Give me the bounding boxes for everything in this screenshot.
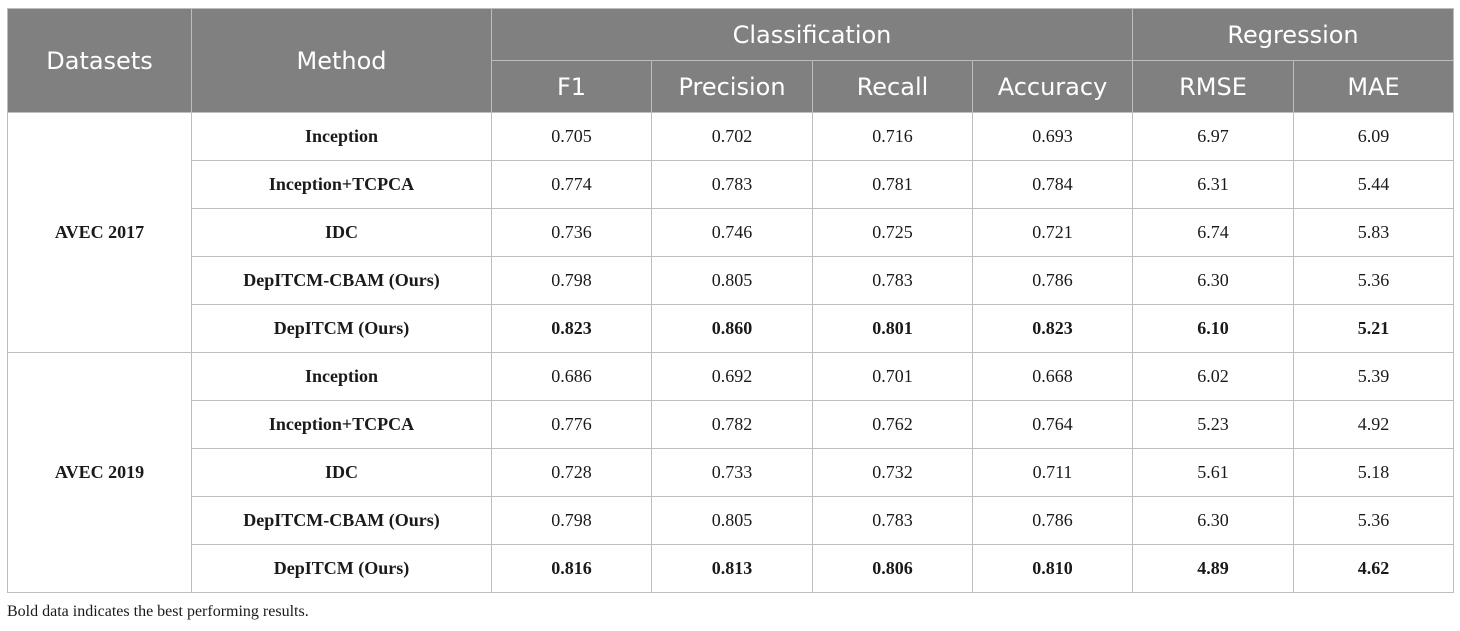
metric-header-precision: Precision: [651, 60, 813, 113]
rmse-cell: 6.31: [1132, 160, 1294, 209]
table-row: Inception+TCPCA 0.774 0.783 0.781 0.784 …: [8, 160, 1454, 209]
accuracy-cell: 0.823: [972, 304, 1133, 353]
f1-cell: 0.736: [491, 208, 652, 257]
rmse-cell: 5.61: [1132, 448, 1294, 497]
regression-header: Regression: [1132, 8, 1454, 61]
recall-cell: 0.716: [812, 112, 973, 161]
results-table: Datasets Method Classification Regressio…: [7, 8, 1454, 593]
mae-cell: 5.36: [1293, 256, 1454, 305]
table-row: IDC 0.728 0.733 0.732 0.711 5.61 5.18: [8, 448, 1454, 497]
f1-cell: 0.705: [491, 112, 652, 161]
accuracy-cell: 0.786: [972, 256, 1133, 305]
recall-cell: 0.806: [812, 544, 973, 593]
mae-cell: 6.09: [1293, 112, 1454, 161]
datasets-header: Datasets: [7, 8, 192, 113]
dataset-cell: AVEC 2019: [7, 352, 192, 593]
table-row: AVEC 2017 Inception 0.705 0.702 0.716 0.…: [7, 112, 1454, 353]
metric-header-accuracy: Accuracy: [972, 60, 1133, 113]
precision-cell: 0.692: [651, 352, 813, 401]
precision-cell: 0.783: [651, 160, 813, 209]
precision-cell: 0.805: [651, 496, 813, 545]
rmse-cell: 6.30: [1132, 256, 1294, 305]
rmse-cell: 4.89: [1132, 544, 1294, 593]
recall-cell: 0.701: [812, 352, 973, 401]
precision-cell: 0.805: [651, 256, 813, 305]
method-header: Method: [191, 8, 492, 113]
recall-cell: 0.762: [812, 400, 973, 449]
mae-cell: 5.39: [1293, 352, 1454, 401]
method-cell: DepITCM (Ours): [191, 304, 492, 353]
table-row-best: DepITCM (Ours) 0.823 0.860 0.801 0.823 6…: [8, 304, 1454, 353]
metric-header-recall: Recall: [812, 60, 973, 113]
recall-cell: 0.783: [812, 256, 973, 305]
table-row: AVEC 2019 Inception 0.686 0.692 0.701 0.…: [7, 352, 1454, 593]
mae-cell: 5.44: [1293, 160, 1454, 209]
metric-header-rmse: RMSE: [1132, 60, 1294, 113]
f1-cell: 0.776: [491, 400, 652, 449]
precision-cell: 0.782: [651, 400, 813, 449]
method-cell: DepITCM-CBAM (Ours): [191, 256, 492, 305]
recall-cell: 0.801: [812, 304, 973, 353]
table-row: Inception+TCPCA 0.776 0.782 0.762 0.764 …: [8, 400, 1454, 449]
recall-cell: 0.781: [812, 160, 973, 209]
precision-cell: 0.702: [651, 112, 813, 161]
accuracy-cell: 0.810: [972, 544, 1133, 593]
method-cell: DepITCM-CBAM (Ours): [191, 496, 492, 545]
f1-cell: 0.798: [491, 496, 652, 545]
recall-cell: 0.725: [812, 208, 973, 257]
f1-cell: 0.774: [491, 160, 652, 209]
metric-header-f1: F1: [491, 60, 652, 113]
f1-cell: 0.798: [491, 256, 652, 305]
method-cell: Inception+TCPCA: [191, 400, 492, 449]
mae-cell: 4.62: [1293, 544, 1454, 593]
accuracy-cell: 0.693: [972, 112, 1133, 161]
precision-cell: 0.746: [651, 208, 813, 257]
accuracy-cell: 0.668: [972, 352, 1133, 401]
recall-cell: 0.783: [812, 496, 973, 545]
mae-cell: 5.21: [1293, 304, 1454, 353]
rmse-cell: 6.30: [1132, 496, 1294, 545]
f1-cell: 0.823: [491, 304, 652, 353]
table-row: DepITCM-CBAM (Ours) 0.798 0.805 0.783 0.…: [8, 496, 1454, 545]
table-row-best: DepITCM (Ours) 0.816 0.813 0.806 0.810 4…: [8, 544, 1454, 593]
f1-cell: 0.686: [491, 352, 652, 401]
precision-cell: 0.733: [651, 448, 813, 497]
mae-cell: 4.92: [1293, 400, 1454, 449]
method-cell: IDC: [191, 208, 492, 257]
dataset-cell: AVEC 2017: [7, 112, 192, 353]
method-cell: IDC: [191, 448, 492, 497]
method-cell: Inception+TCPCA: [191, 160, 492, 209]
accuracy-cell: 0.764: [972, 400, 1133, 449]
method-cell: DepITCM (Ours): [191, 544, 492, 593]
rmse-cell: 6.97: [1132, 112, 1294, 161]
accuracy-cell: 0.721: [972, 208, 1133, 257]
mae-cell: 5.18: [1293, 448, 1454, 497]
accuracy-cell: 0.711: [972, 448, 1133, 497]
precision-cell: 0.860: [651, 304, 813, 353]
rmse-cell: 6.10: [1132, 304, 1294, 353]
table-row: IDC 0.736 0.746 0.725 0.721 6.74 5.83: [8, 208, 1454, 257]
rmse-cell: 6.74: [1132, 208, 1294, 257]
recall-cell: 0.732: [812, 448, 973, 497]
classification-header: Classification: [491, 8, 1133, 61]
f1-cell: 0.728: [491, 448, 652, 497]
f1-cell: 0.816: [491, 544, 652, 593]
metric-header-mae: MAE: [1293, 60, 1454, 113]
rmse-cell: 5.23: [1132, 400, 1294, 449]
rmse-cell: 6.02: [1132, 352, 1294, 401]
precision-cell: 0.813: [651, 544, 813, 593]
method-cell: Inception: [191, 352, 492, 401]
method-cell: Inception: [191, 112, 492, 161]
mae-cell: 5.36: [1293, 496, 1454, 545]
table-footnote: Bold data indicates the best performing …: [7, 603, 309, 620]
table-row: DepITCM-CBAM (Ours) 0.798 0.805 0.783 0.…: [8, 256, 1454, 305]
mae-cell: 5.83: [1293, 208, 1454, 257]
table-header: Datasets Method Classification Regressio…: [7, 8, 1454, 113]
table-body: AVEC 2017 Inception 0.705 0.702 0.716 0.…: [7, 112, 1454, 593]
accuracy-cell: 0.786: [972, 496, 1133, 545]
accuracy-cell: 0.784: [972, 160, 1133, 209]
